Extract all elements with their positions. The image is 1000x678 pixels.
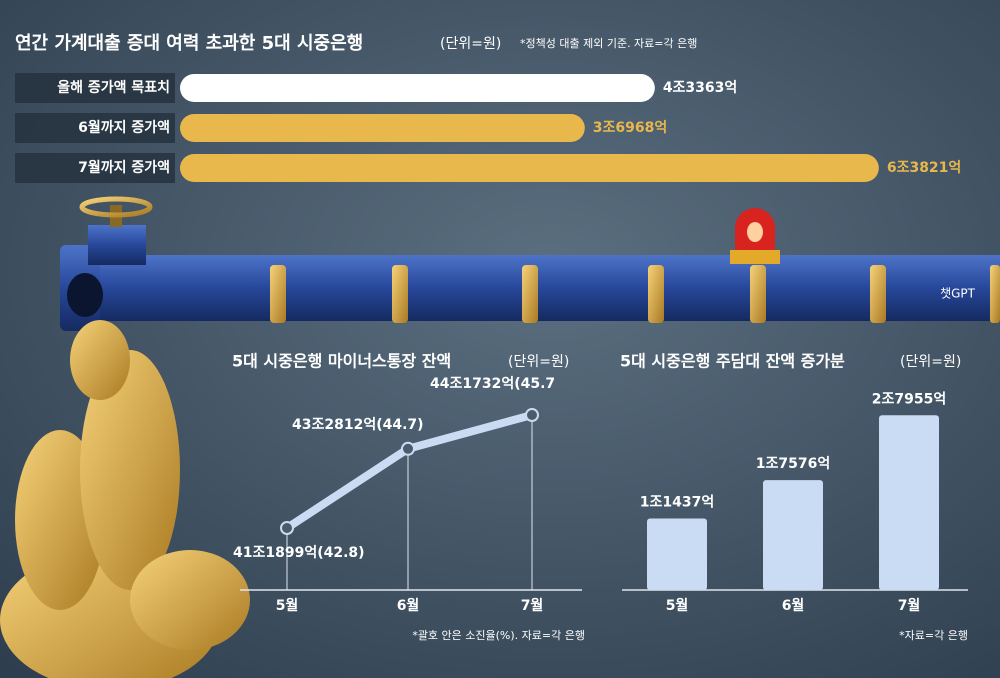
chart-title: 5대 시중은행 주담대 잔액 증가분	[620, 352, 845, 371]
point	[280, 521, 294, 535]
category-label: 6월까지 증가액	[78, 119, 170, 136]
value-label: 44조1732억(45.7	[430, 376, 555, 392]
rate-text: (42.8)	[317, 545, 364, 561]
bar	[763, 480, 823, 590]
source-note: *괄호 안은 소진율(%). 자료=각 은행	[412, 629, 585, 642]
source-note: *정책성 대출 제외 기준. 자료=각 은행	[520, 37, 697, 50]
unit-label: (단위=원)	[508, 354, 569, 370]
chart-title: 5대 시중은행 마이너스통장 잔액	[232, 352, 451, 371]
x-tick-label: 7월	[898, 597, 921, 614]
value-label: 1조7576억	[756, 456, 830, 472]
value-text: 43조2812억	[292, 417, 376, 433]
value-label: 43조2812억(44.7)	[292, 417, 424, 433]
value-label: 6조3821억	[887, 160, 961, 176]
x-tick-label: 5월	[276, 597, 299, 614]
rate-text: (44.7)	[376, 417, 423, 433]
value-text: 44조1732억	[430, 376, 514, 392]
value-label: 3조6968억	[593, 120, 667, 136]
value-label: 4조3363억	[663, 80, 737, 96]
value-text: 41조1899억	[233, 545, 317, 561]
bar	[879, 415, 939, 590]
x-tick-label: 5월	[666, 597, 689, 614]
bar	[180, 74, 655, 102]
credit: 챗GPT	[940, 286, 976, 301]
source-note: *자료=각 은행	[899, 629, 968, 642]
rate-text: (45.7	[514, 376, 555, 392]
category-label: 올해 증가액 목표치	[57, 79, 170, 96]
chart-title: 연간 가계대출 증대 여력 초과한 5대 시중은행	[15, 33, 363, 54]
x-tick-label: 6월	[782, 597, 805, 614]
bar	[180, 114, 585, 142]
point	[525, 408, 539, 422]
unit-label: (단위=원)	[440, 36, 501, 52]
bar	[180, 154, 879, 182]
value-label: 1조1437억	[640, 495, 714, 511]
x-tick-label: 6월	[397, 597, 420, 614]
label-box	[15, 153, 175, 183]
pipe-illustration	[0, 196, 1000, 678]
point	[401, 441, 415, 456]
label-box	[15, 113, 175, 143]
x-tick-label: 7월	[521, 597, 544, 614]
label-box	[15, 73, 175, 103]
unit-label: (단위=원)	[900, 354, 961, 370]
value-label: 2조7955억	[872, 391, 946, 407]
value-label: 41조1899억(42.8)	[233, 545, 365, 561]
bar	[647, 518, 707, 590]
category-label: 7월까지 증가액	[78, 159, 170, 176]
